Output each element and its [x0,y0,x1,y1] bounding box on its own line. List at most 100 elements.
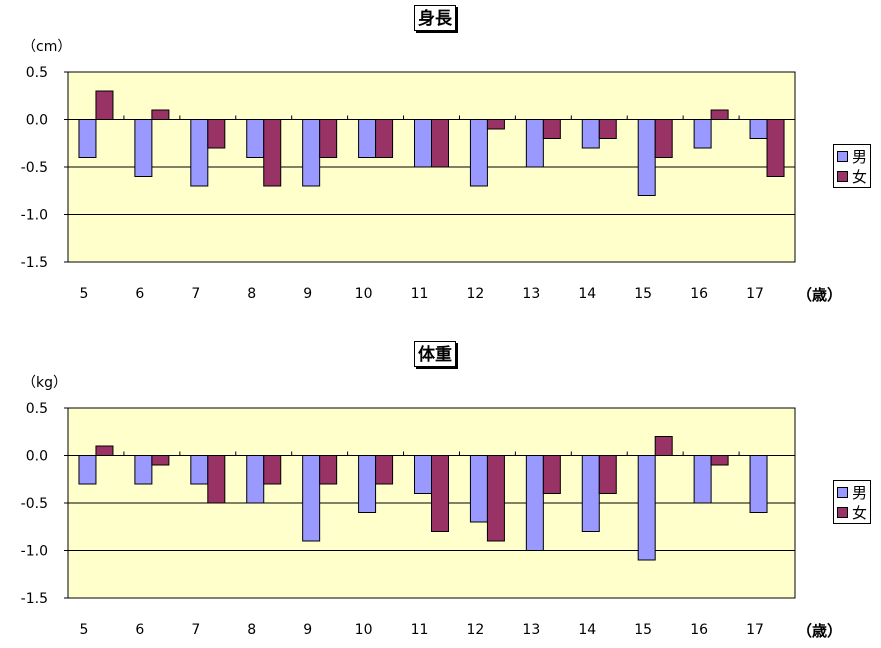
y-tick-label: 0.5 [26,65,48,81]
bar-female [431,455,449,532]
bar-female [375,119,394,158]
x-tick-label: 14 [578,286,596,302]
bar-female [654,119,673,158]
x-tick-label: 6 [135,286,144,302]
bar-female [207,455,226,504]
x-tick-label: 10 [355,286,373,302]
bar-female [431,119,449,168]
bar-male [693,455,712,504]
x-tick-label: 11 [411,286,429,302]
bar-male [469,455,488,523]
bar-male [246,119,265,158]
y-tick-label: -1.0 [21,208,48,224]
y-tick-label: 0.0 [26,113,48,129]
bar-female [486,119,505,130]
bar-male [302,119,321,187]
bar-male [134,119,153,177]
x-tick-label: 17 [746,286,764,302]
bar-male [302,455,321,542]
bar-female [710,455,729,466]
height-chart: 0.5 0.0 -0.5 -1.0 -1.5 5 6 7 8 9 10 11 12 13 14 15 16 17 … [0,0,881,312]
bar-male [581,119,600,149]
x-tick-label: 12 [467,622,485,638]
bar-female [598,455,617,494]
bar-male [525,119,544,168]
x-tick-label: 11 [411,622,429,638]
x-tick-label: 8 [247,286,256,302]
y-tick-label: 0.5 [26,401,48,417]
legend-item-female: 女 [837,502,867,522]
bar-male [581,455,600,532]
y-tick-label: -1.0 [21,544,48,560]
y-tick-label: 0.0 [26,449,48,465]
bar-male [134,455,153,485]
bar-male [78,455,97,485]
x-unit-label: （歳） [797,622,843,640]
x-tick-label: 15 [634,622,652,638]
chart-title: 身長 [414,5,456,31]
x-tick-label: 5 [80,622,89,638]
height-plot: 0.5 0.0 -0.5 -1.0 -1.5 5 6 7 8 9 10 11 12 13 14 15 16 17 [21,65,796,302]
y-tick-label: -0.5 [21,160,48,176]
y-tick-label: -1.5 [21,591,48,607]
x-tick-label: 17 [746,622,764,638]
x-tick-label: 12 [467,286,485,302]
bar-female [207,119,226,149]
legend: 男 女 [833,480,872,524]
bar-male [469,119,488,187]
x-tick-label: 8 [247,622,256,638]
bar-male [190,119,209,187]
legend-swatch-male [837,486,848,498]
weight-chart: 0.5 0.0 -0.5 -1.0 -1.5 5 6 7 8 9 10 11 12 13 14 15 16 17 … [0,336,881,648]
bar-male [78,119,97,158]
bar-male [749,455,768,513]
bar-male [358,455,377,513]
x-tick-label: 13 [522,622,540,638]
bar-female [710,109,729,120]
y-unit-label: （cm） [22,39,72,55]
x-tick-label: 9 [303,286,312,302]
chart-title: 体重 [414,341,456,367]
legend-item-female: 女 [837,166,867,186]
bar-male [358,119,377,158]
bar-male [414,455,432,494]
legend-label-female: 女 [852,167,868,186]
legend-label-male: 男 [852,483,868,502]
bar-male [637,455,656,561]
legend: 男 女 [833,144,872,188]
bar-male [190,455,209,485]
legend-item-male: 男 [837,482,867,502]
y-tick-label: -0.5 [21,496,48,512]
x-tick-label: 7 [191,622,200,638]
bar-female [542,119,561,139]
bar-female [766,119,785,177]
bar-female [598,119,617,139]
weight-plot: 0.5 0.0 -0.5 -1.0 -1.5 5 6 7 8 9 10 11 12 13 14 15 16 17 [21,401,796,638]
x-tick-label: 13 [522,286,540,302]
x-tick-label: 6 [135,622,144,638]
legend-swatch-female [837,506,848,518]
bar-male [637,119,656,196]
x-tick-label: 9 [303,622,312,638]
legend-swatch-female [837,170,848,182]
bar-female [319,119,338,158]
bar-female [375,455,394,485]
bar-male [525,455,544,551]
x-tick-label: 5 [80,286,89,302]
x-tick-label: 16 [690,622,708,638]
legend-label-male: 男 [852,147,868,166]
x-tick-label: 10 [355,622,373,638]
legend-swatch-male [837,150,848,162]
x-unit-label: （歳） [797,286,843,304]
bar-female [319,455,338,485]
bar-female [654,436,673,456]
legend-label-female: 女 [852,503,868,522]
bar-male [749,119,768,139]
bar-female [486,455,505,542]
bar-female [263,455,282,485]
x-tick-label: 7 [191,286,200,302]
bar-female [95,445,114,456]
x-tick-label: 16 [690,286,708,302]
x-tick-label: 14 [578,622,596,638]
y-unit-label: （kg） [22,375,67,391]
